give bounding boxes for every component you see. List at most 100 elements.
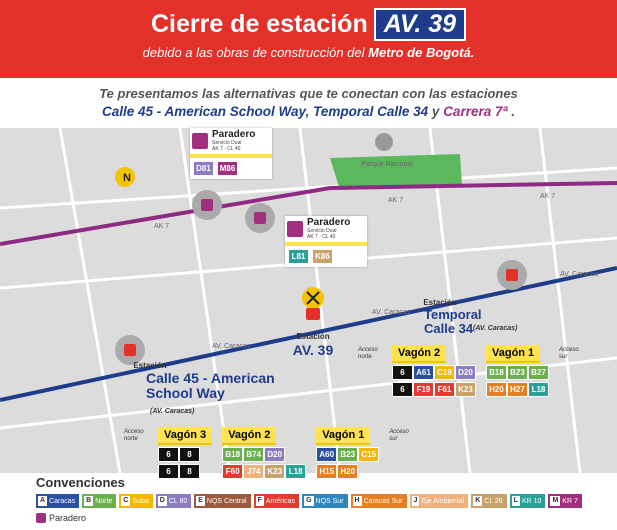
legend-item: G NQS Sur <box>302 494 348 508</box>
legend-letter: J <box>411 496 420 506</box>
caracas-line <box>0 266 617 402</box>
legend-letter: H <box>352 496 362 506</box>
wagon-name: Vagón 2 <box>222 427 277 445</box>
legend-name: NQS Central <box>206 497 247 505</box>
route: H27 <box>507 382 528 397</box>
street-label: AV. Caracas <box>212 343 251 350</box>
route: D81 <box>193 161 214 176</box>
separator: , <box>305 104 310 119</box>
wagon-row: H15 H20 <box>316 464 379 479</box>
route: M86 <box>217 161 238 176</box>
route: B18 <box>222 447 244 462</box>
street-label: AV. Caracas <box>372 309 411 316</box>
legend-letter: A <box>38 496 48 506</box>
station-link: Temporal Calle 34 <box>313 104 429 119</box>
route: 8 <box>179 464 200 479</box>
route: H20 <box>486 382 507 397</box>
route: A60 <box>316 447 338 462</box>
legend-letter: E <box>196 496 205 506</box>
route: C19 <box>434 365 455 380</box>
wagon-name: Vagón 1 <box>486 345 541 363</box>
legend-name: NQS Sur <box>315 497 344 505</box>
street-label: AK 7 <box>154 223 169 230</box>
paradero-title: Paradero <box>307 217 351 228</box>
route: K23 <box>455 382 476 397</box>
wagon-row: B18 B74 D20 <box>222 447 306 462</box>
route: 6 <box>158 464 179 479</box>
legend-item: J Eje Ambiental <box>409 494 469 508</box>
route: F60 <box>222 464 244 479</box>
map: Parque Nacional AK 7 AK 7 AK 7 AV. Carac… <box>0 128 617 473</box>
paradero-routes: L81 K86 <box>285 246 367 267</box>
legend-letter: M <box>550 496 561 506</box>
paradero-icon <box>287 221 303 237</box>
title: Cierre de estación AV. 39 <box>0 8 617 41</box>
legend-name: Paradero <box>49 513 87 523</box>
station-name: Calle 45 - American School Way <box>146 370 275 401</box>
legend-name: Caracas <box>49 497 76 505</box>
wagon-row: H20 H27 L18 <box>486 382 549 397</box>
wagon-name: Vagón 1 <box>316 427 371 445</box>
stops <box>115 190 527 365</box>
separator: . <box>511 104 516 119</box>
legend-name: Suba <box>132 497 149 505</box>
station-badge: AV. 39 <box>373 8 467 41</box>
access-label: Acceso norte <box>124 429 144 442</box>
wagon-row: 6 F19 F61 K23 <box>392 382 476 397</box>
route: F61 <box>434 382 455 397</box>
paradero: Paradero Servicio Dual AK 7 - CL 40 D81 M86 <box>190 128 272 179</box>
route: 8 <box>179 447 200 462</box>
route: J74 <box>243 464 265 479</box>
legend-name: CL 80 <box>168 497 188 505</box>
route: 6 <box>158 447 179 462</box>
route: B27 <box>528 365 549 380</box>
paradero-icon <box>192 133 208 149</box>
intro-stations: Calle 45 - American School Way, Temporal… <box>0 104 617 119</box>
station-link: Calle 45 - American School Way <box>101 104 306 119</box>
route: B18 <box>486 365 507 380</box>
wagon-row: B18 B23 B27 <box>486 365 549 380</box>
station-road: (AV. Caracas) <box>150 408 195 415</box>
paradero-head: Paradero Servicio Dual AK 7 - CL 40 <box>285 216 367 242</box>
wagon: Vagón 1 A60 B23 C15 H15 H20 <box>316 425 380 479</box>
legend: A Caracas B Norte C Suba D CL 80 E NQS Central F Am… <box>36 494 596 525</box>
route: C15 <box>358 447 380 462</box>
legend-letter: F <box>255 496 264 506</box>
route: K23 <box>264 464 286 479</box>
route: B74 <box>243 447 265 462</box>
route: 6 <box>392 365 413 380</box>
legend-item: K CL 26 <box>471 494 507 508</box>
header <box>0 0 617 78</box>
legend-item: H Caracas Sur <box>350 494 407 508</box>
park <box>330 154 462 190</box>
paradero-address: AK 7 - CL 40 <box>307 234 336 240</box>
route: B23 <box>337 447 359 462</box>
title-text: Cierre de estación <box>150 10 368 38</box>
route: 6 <box>392 382 413 397</box>
paradero-band <box>190 154 272 158</box>
paradero: Paradero Servicio Dual AK 7 - CL 40 L81 K86 <box>285 216 367 267</box>
route: D20 <box>455 365 476 380</box>
legend-title: Convenciones <box>36 475 125 490</box>
park-icon <box>375 133 393 151</box>
station-label: Estación <box>133 361 167 370</box>
station-name: Temporal Calle 34 <box>424 307 482 336</box>
legend-icon <box>36 513 46 523</box>
station-label: Estación <box>296 332 330 341</box>
route: A61 <box>413 365 434 380</box>
paradero-head: Paradero Servicio Dual AK 7 - CL 40 <box>190 128 272 154</box>
wagon-row: A60 B23 C15 <box>316 447 380 462</box>
legend-letter: G <box>304 496 314 506</box>
route: L18 <box>528 382 549 397</box>
legend-item: L KR 10 <box>509 494 546 508</box>
legend-item: F Américas <box>253 494 300 508</box>
legend-item: A Caracas <box>36 494 80 508</box>
paradero-routes: D81 M86 <box>190 158 272 179</box>
station-road: (AV. Caracas) <box>473 325 518 332</box>
route: L18 <box>285 464 307 479</box>
wagon-row: F60 J74 K23 L18 <box>222 464 307 479</box>
legend-letter: L <box>511 496 520 506</box>
route: K86 <box>312 249 333 264</box>
